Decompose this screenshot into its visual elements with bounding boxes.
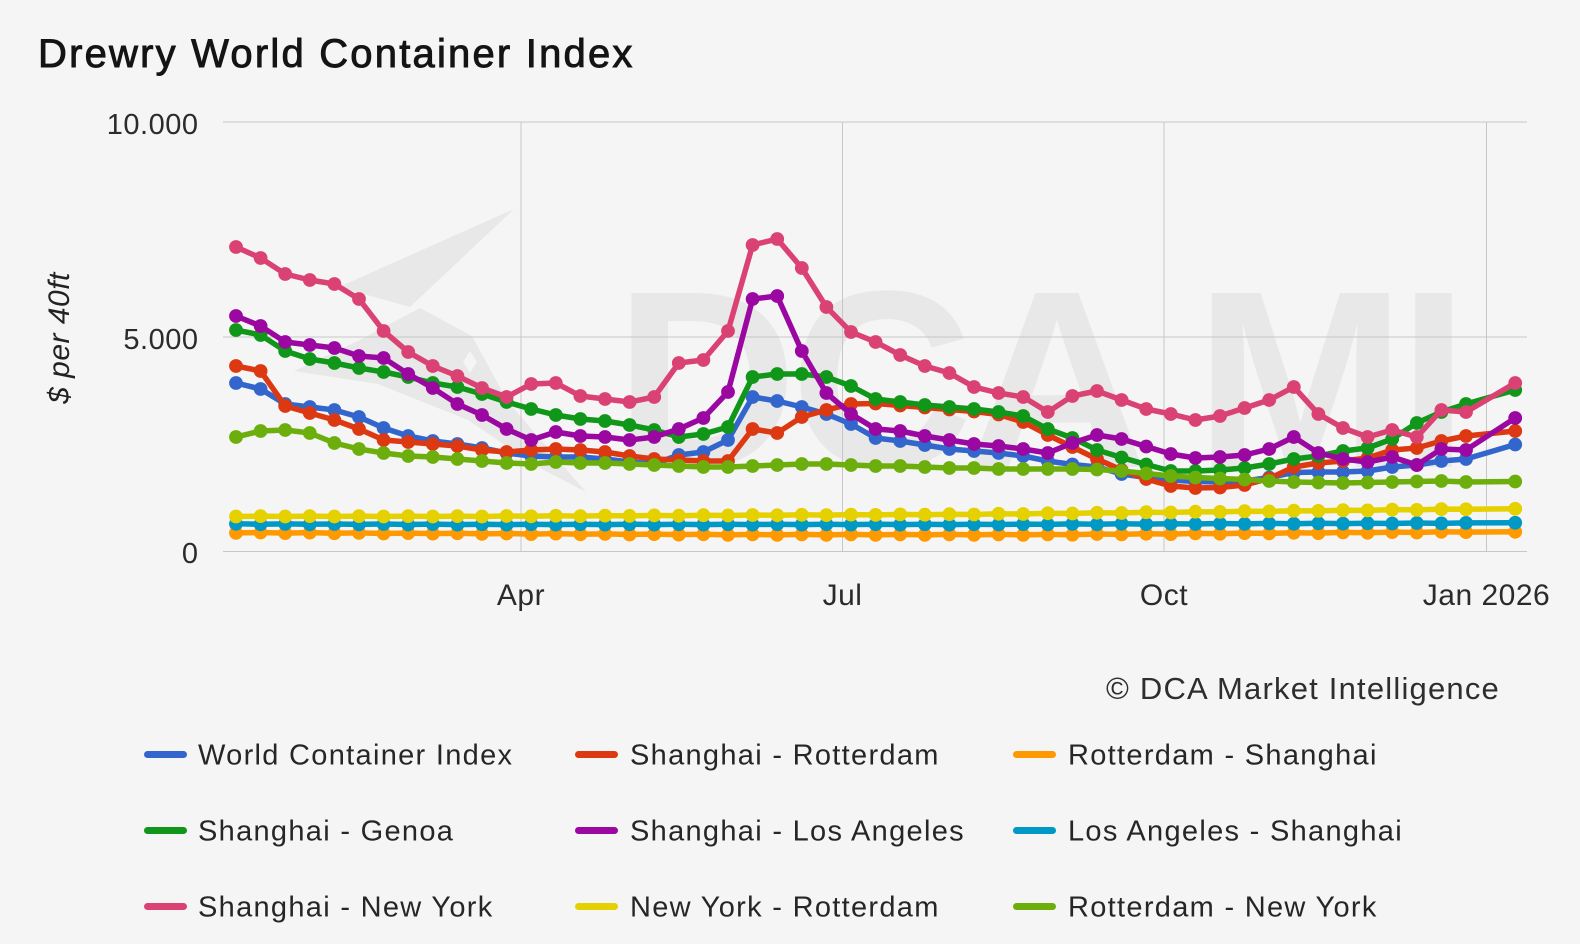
svg-text:New York - Rotterdam: New York - Rotterdam: [630, 892, 940, 924]
svg-text:Apr: Apr: [497, 579, 545, 612]
svg-text:Oct: Oct: [1140, 579, 1188, 612]
svg-text:$ per 40ft: $ per 40ft: [43, 271, 76, 405]
svg-text:Rotterdam - Shanghai: Rotterdam - Shanghai: [1068, 740, 1378, 772]
svg-text:World Container Index: World Container Index: [198, 740, 513, 772]
svg-text:Shanghai - New York: Shanghai - New York: [198, 892, 494, 924]
svg-text:Drewry World Container Index: Drewry World Container Index: [38, 32, 635, 76]
svg-text:Jul: Jul: [823, 579, 863, 612]
svg-text:Shanghai - Los Angeles: Shanghai - Los Angeles: [630, 816, 965, 848]
svg-text:Shanghai - Rotterdam: Shanghai - Rotterdam: [630, 740, 940, 772]
svg-text:Los Angeles - Shanghai: Los Angeles - Shanghai: [1068, 816, 1403, 848]
svg-text:Rotterdam - New York: Rotterdam - New York: [1068, 892, 1378, 924]
svg-text:© DCA Market Intelligence: © DCA Market Intelligence: [1106, 671, 1500, 706]
svg-text:0: 0: [182, 538, 199, 570]
svg-text:Shanghai - Genoa: Shanghai - Genoa: [198, 816, 454, 848]
svg-text:Jan 2026: Jan 2026: [1423, 579, 1550, 612]
svg-text:10.000: 10.000: [107, 109, 199, 141]
svg-text:5.000: 5.000: [123, 324, 198, 356]
